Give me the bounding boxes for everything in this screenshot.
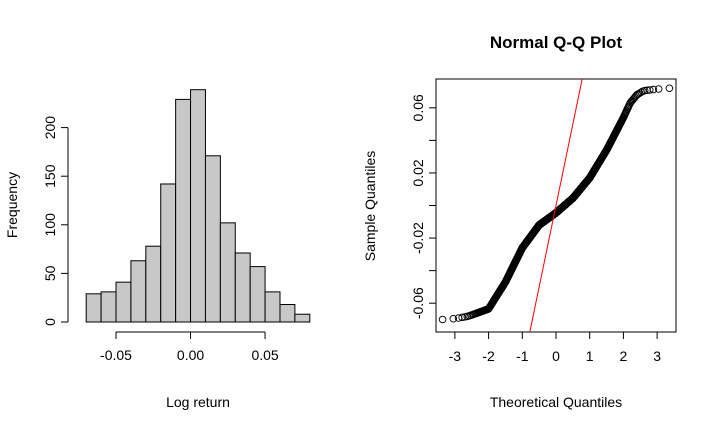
- histogram-x-tick-label: -0.05: [100, 347, 132, 363]
- qq-x-tick-label: 0: [552, 348, 560, 364]
- qq-x-tick-label: 3: [653, 348, 661, 364]
- qq-point: [449, 315, 458, 323]
- histogram-x-axis-title: Log return: [166, 394, 230, 410]
- qq-y-tick-label: -0.06: [410, 287, 426, 319]
- histogram-y-tick-label: 0: [42, 318, 58, 326]
- histogram-y-tick-label: 100: [42, 213, 58, 237]
- qq-x-tick-label: -1: [516, 348, 529, 364]
- qq-y-axis-title: Sample Quantiles: [362, 151, 378, 262]
- qq-point: [646, 86, 654, 94]
- qq-point: [665, 84, 674, 93]
- histogram-bar-3: [130, 260, 147, 323]
- histogram-bar-2: [115, 281, 132, 323]
- qq-plot-panel: Normal Q-Q Plot -3 -2 -1 0 1 2 3 -0.06 -0.02 0.0…: [362, 33, 677, 410]
- qq-y-axis: -0.06 -0.02 0.02 0.06: [410, 94, 436, 319]
- qq-y-tick-label: 0.02: [410, 159, 426, 186]
- qq-x-tick-label: 1: [586, 348, 594, 364]
- qq-point: [641, 86, 649, 95]
- histogram-bar-10: [234, 252, 251, 323]
- histogram-bar-12: [264, 291, 281, 323]
- histogram-panel: -0.05 0.00 0.05 0 50 100 150 200 Log return Fr…: [4, 89, 311, 410]
- histogram-bars: [85, 89, 311, 323]
- qq-y-tick-label: -0.02: [410, 222, 426, 254]
- histogram-y-axis: 0 50 100 150 200: [42, 116, 69, 326]
- qq-x-axis-title: Theoretical Quantiles: [490, 394, 622, 410]
- histogram-x-tick-label: 0.05: [251, 347, 278, 363]
- qq-y-tick-label: 0.06: [410, 94, 426, 121]
- qq-x-axis: -3 -2 -1 0 1 2 3: [449, 332, 661, 364]
- histogram-x-axis: -0.05 0.00 0.05: [100, 331, 279, 363]
- qq-x-tick-label: -2: [482, 348, 495, 364]
- histogram-bar-13: [279, 304, 296, 323]
- histogram-y-axis-title: Frequency: [4, 172, 20, 238]
- histogram-y-tick-label: 150: [42, 164, 58, 188]
- histogram-bar-5: [160, 183, 177, 323]
- histogram-y-tick-label: 200: [42, 116, 58, 140]
- histogram-bar-6: [175, 98, 192, 323]
- histogram-bar-11: [249, 266, 266, 323]
- histogram-bar-0: [85, 293, 102, 323]
- histogram-bar-14: [294, 313, 311, 323]
- histogram-bar-9: [219, 222, 236, 323]
- qq-point: [654, 85, 663, 93]
- qq-point: [458, 313, 466, 322]
- qq-point: [649, 85, 658, 94]
- qq-x-tick-label: -3: [449, 348, 462, 364]
- qq-x-tick-label: 2: [620, 348, 628, 364]
- qq-plot-title: Normal Q-Q Plot: [490, 33, 623, 52]
- histogram-bar-8: [204, 155, 221, 323]
- histogram-bar-4: [145, 245, 162, 323]
- histogram-bar-1: [100, 291, 117, 323]
- histogram-y-tick-label: 50: [42, 265, 58, 281]
- qq-points: [438, 84, 674, 324]
- histogram-bar-7: [190, 89, 206, 323]
- qq-point: [438, 315, 447, 324]
- qq-reference-line: [529, 78, 583, 333]
- histogram-x-tick-label: 0.00: [177, 347, 204, 363]
